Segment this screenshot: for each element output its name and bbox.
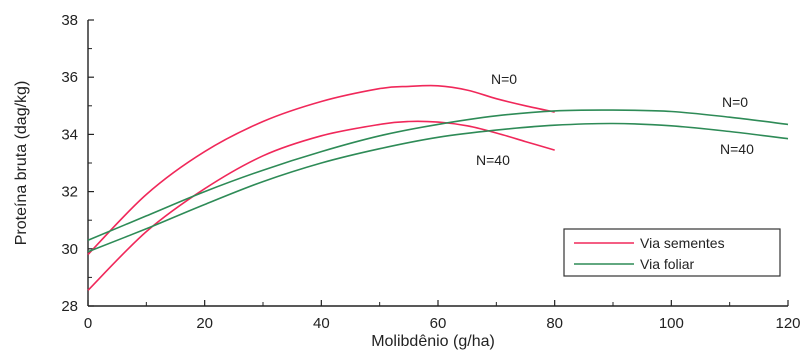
series-line-via-sementes-n40 (87, 120, 555, 291)
series-line-via-foliar-n0 (87, 109, 789, 241)
legend-label: Via foliar (640, 256, 695, 272)
curve-label: N=0 (491, 71, 517, 87)
curve-label: N=40 (476, 152, 510, 168)
legend-box (563, 228, 781, 277)
x-tick-label: 60 (430, 315, 447, 332)
y-tick-label: 36 (61, 69, 78, 86)
x-tick-label: 0 (84, 315, 92, 332)
axes: 28 30 32 34 36 38 0 20 40 60 80 100 120 Molibdênio (g… (13, 12, 801, 350)
y-tick-label: 28 (61, 298, 78, 315)
legend-label: Via sementes (640, 235, 725, 251)
x-tick-label: 20 (196, 315, 213, 332)
curve-label: N=0 (722, 94, 748, 110)
y-tick-label: 34 (61, 126, 78, 143)
x-tick-label: 100 (659, 315, 684, 332)
y-tick-label: 38 (61, 12, 78, 29)
legend: Via sementes Via foliar (563, 228, 781, 277)
x-tick-label: 40 (313, 315, 330, 332)
plot-area (87, 84, 789, 291)
curve-label: N=40 (720, 141, 754, 157)
series-line-via-sementes-n0 (87, 84, 555, 256)
y-tick-label: 30 (61, 241, 78, 258)
y-axis-title: Proteína bruta (dag/kg) (13, 81, 30, 246)
x-tick-label: 120 (775, 315, 800, 332)
series-line-via-foliar-n40 (87, 122, 789, 253)
x-axis-title: Molibdênio (g/ha) (371, 333, 495, 350)
curve-annotations: N=0 N=40 N=0 N=40 (476, 71, 754, 168)
x-tick-label: 80 (546, 315, 563, 332)
y-tick-label: 32 (61, 184, 78, 201)
